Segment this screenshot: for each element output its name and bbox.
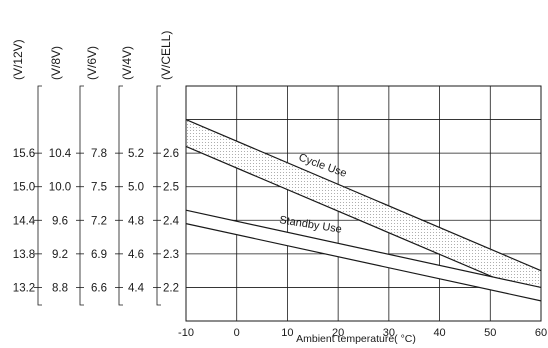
scale-tick-label: 13.8 xyxy=(13,249,35,261)
scale-tick-label: 5.2 xyxy=(128,148,144,160)
scale-tick-label: 14.4 xyxy=(13,215,36,227)
plot-frame xyxy=(185,85,542,322)
scale-tick-label: 4.8 xyxy=(128,215,144,227)
x-tick-label: 20 xyxy=(332,327,344,339)
band-fill-standby-use xyxy=(186,210,541,301)
scale-tick-label: 2.4 xyxy=(163,215,180,227)
x-tick-label: 40 xyxy=(433,327,445,339)
scale-bracket-3 xyxy=(156,85,161,306)
scale-tick-label: 7.2 xyxy=(91,215,107,227)
voltage-scales: (V/12V) 15.6 15.0 14.4 13.8 13.2 (V/8V) 10.4 10.… xyxy=(11,31,180,306)
scale-header-1: (V/8V) xyxy=(49,46,63,80)
scale-tick-label: 9.2 xyxy=(52,249,68,261)
scale-tick-label: 7.8 xyxy=(91,148,107,160)
scale-tick-label: 10.4 xyxy=(49,148,72,160)
scale-tick-label: 13.2 xyxy=(13,282,35,294)
scale-bracket-1 xyxy=(79,85,84,306)
scale-header-3: (V/4V) xyxy=(120,46,134,80)
x-tick-labels: -10 0 10 20 30 40 50 60 xyxy=(178,327,547,339)
scale-tick-label: 8.8 xyxy=(52,282,68,294)
scale-bracket-0 xyxy=(37,85,42,306)
x-tick-label: 0 xyxy=(234,327,240,339)
x-axis-label: Ambient temperature( °C) xyxy=(296,333,416,345)
plot-grid xyxy=(185,85,542,322)
scale-tick-label: 15.6 xyxy=(13,148,35,160)
series-bands xyxy=(185,119,542,302)
band-lower-standby-use xyxy=(185,223,542,302)
x-tick-label: 10 xyxy=(281,327,293,339)
scale-bracket-2 xyxy=(118,85,123,306)
x-tick-label: -10 xyxy=(178,327,194,339)
scale-tick-label: 9.6 xyxy=(52,215,68,227)
scale-tick-label: 15.0 xyxy=(13,182,35,194)
band-fill-cycle-use xyxy=(186,119,541,298)
scale-header-2: (V/6V) xyxy=(85,46,99,80)
scale-tick-label: 2.6 xyxy=(163,148,179,160)
scale-tick-label: 4.6 xyxy=(128,249,144,261)
band-upper-cycle-use xyxy=(185,119,542,272)
scale-tick-label: 2.5 xyxy=(163,182,179,194)
scale-header-4: (V/CELL) xyxy=(159,31,173,80)
scale-tick-label: 7.5 xyxy=(91,182,107,194)
x-tick-label: 50 xyxy=(484,327,496,339)
scale-tick-label: 10.0 xyxy=(49,182,71,194)
scale-tick-label: 6.6 xyxy=(91,282,107,294)
scale-tick-label: 2.3 xyxy=(163,249,179,261)
x-tick-label: 30 xyxy=(383,327,395,339)
scale-tick-label: 4.4 xyxy=(128,282,145,294)
band-upper-standby-use xyxy=(185,209,542,289)
scale-header-0: (V/12V) xyxy=(11,39,25,80)
scale-tick-label: 2.2 xyxy=(163,282,179,294)
scale-tick-label: 6.9 xyxy=(91,249,107,261)
scale-tick-label: 5.0 xyxy=(128,182,144,194)
band-lower-cycle-use xyxy=(185,145,542,299)
x-tick-label: 60 xyxy=(535,327,547,339)
